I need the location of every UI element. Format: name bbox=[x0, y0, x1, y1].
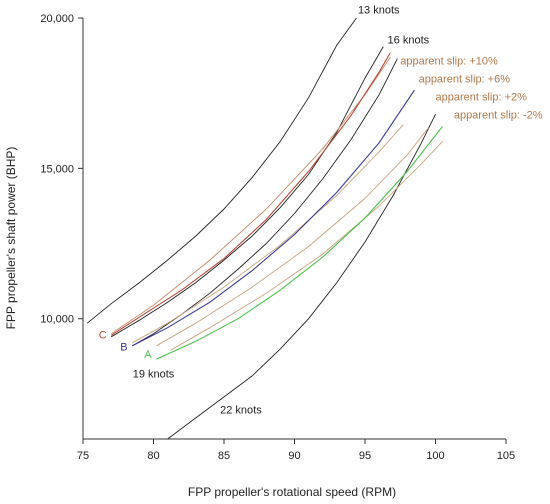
series-line-apparent-slip-2 bbox=[156, 127, 429, 347]
x-tick-label: 100 bbox=[426, 450, 444, 462]
annotation-c: C bbox=[99, 329, 107, 341]
y-axis-label: FPP propeller's shaft power (BHP) bbox=[4, 147, 18, 330]
series-line-22-knots bbox=[167, 114, 436, 440]
annotation-b: B bbox=[120, 341, 127, 353]
axes-layer: 75 80 85 90 95 100 105 10,000 15,000 20,000 bbox=[40, 13, 515, 462]
y-tick-label: 15,000 bbox=[40, 163, 74, 175]
x-tick-label: 105 bbox=[497, 450, 515, 462]
x-tick-label: 85 bbox=[218, 450, 230, 462]
y-tick-label: 10,000 bbox=[40, 314, 74, 326]
series-line-apparent-slip-10 bbox=[110, 56, 391, 335]
annotation-apparent-slip-10: apparent slip: +10% bbox=[400, 56, 498, 68]
series-line-16-knots bbox=[110, 46, 384, 338]
annotation-a: A bbox=[144, 349, 152, 361]
annotation-apparent-slip-2: apparent slip: -2% bbox=[454, 110, 543, 122]
series-line-b bbox=[132, 89, 415, 347]
annotation-22-knots: 22 knots bbox=[220, 404, 262, 416]
annotation-19-knots: 19 knots bbox=[133, 368, 175, 380]
x-tick-label: 95 bbox=[359, 450, 371, 462]
y-tick-label: 20,000 bbox=[40, 13, 74, 25]
series-layer bbox=[86, 17, 444, 440]
annotation-apparent-slip-2: apparent slip: +2% bbox=[436, 92, 528, 104]
annotation-13-knots: 13 knots bbox=[358, 4, 400, 16]
series-line-apparent-slip-6 bbox=[132, 124, 404, 344]
x-tick-label: 90 bbox=[288, 450, 300, 462]
series-line-a bbox=[156, 125, 444, 360]
series-line-apparent-slip-2 bbox=[170, 140, 443, 351]
x-tick-label: 75 bbox=[77, 450, 89, 462]
annotation-layer: 13 knots 16 knots apparent slip: +10% appar… bbox=[99, 4, 543, 416]
series-line-19-knots bbox=[132, 58, 398, 347]
annotation-16-knots: 16 knots bbox=[388, 35, 430, 47]
x-tick-label: 80 bbox=[147, 450, 159, 462]
series-line-c bbox=[110, 52, 391, 336]
annotation-apparent-slip-6: apparent slip: +6% bbox=[419, 74, 511, 86]
x-axis-label: FPP propeller's rotational speed (RPM) bbox=[188, 485, 396, 499]
series-line-13-knots bbox=[86, 17, 357, 324]
